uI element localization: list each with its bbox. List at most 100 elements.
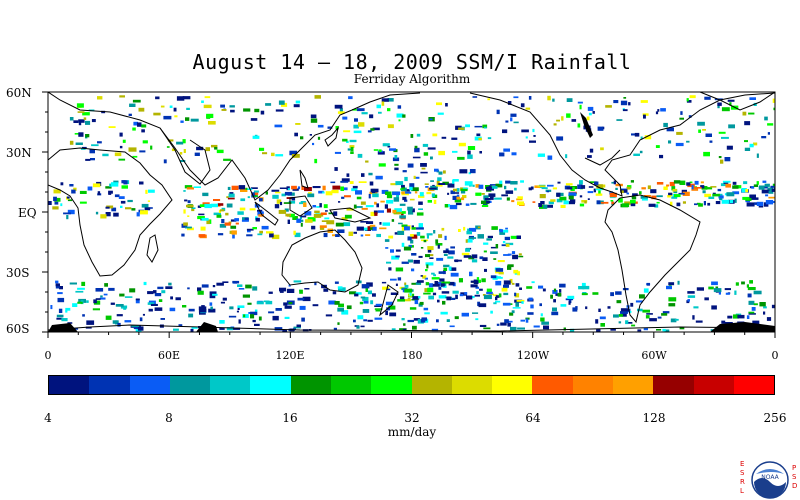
rain-cell bbox=[370, 128, 375, 131]
colorbar-label-8: 8 bbox=[165, 411, 173, 425]
rain-cell bbox=[374, 212, 378, 216]
rain-cell bbox=[332, 185, 341, 190]
rain-cell bbox=[486, 200, 490, 204]
rain-cell bbox=[58, 308, 63, 313]
rain-cell bbox=[168, 282, 172, 286]
coastline-eurasia bbox=[48, 92, 421, 201]
rain-cell bbox=[216, 282, 224, 286]
rain-cell bbox=[577, 101, 583, 104]
rain-cell bbox=[458, 229, 461, 232]
rain-cell bbox=[389, 148, 397, 151]
rain-cell bbox=[226, 196, 229, 199]
rain-cell bbox=[77, 287, 85, 290]
rain-cell bbox=[746, 284, 749, 288]
rain-cell bbox=[182, 305, 187, 308]
rain-cell bbox=[605, 105, 612, 108]
rain-cell bbox=[109, 183, 112, 187]
rain-cell bbox=[712, 193, 720, 197]
rain-cell bbox=[411, 225, 414, 228]
rain-cell bbox=[337, 229, 345, 233]
rain-cell bbox=[252, 319, 256, 323]
rain-cell bbox=[651, 195, 657, 200]
rain-cell bbox=[210, 306, 213, 310]
rain-cell bbox=[380, 200, 385, 203]
noaa-emblem-icon: NOAA bbox=[751, 461, 789, 499]
rain-cell bbox=[361, 207, 368, 210]
rain-cell bbox=[420, 318, 426, 323]
rain-cell bbox=[754, 202, 757, 205]
rain-cell bbox=[416, 280, 424, 283]
colorbar-swatch-14 bbox=[612, 376, 654, 394]
rain-cell bbox=[509, 312, 514, 316]
rain-cell bbox=[513, 121, 519, 124]
rain-cell bbox=[525, 107, 531, 110]
rain-cell bbox=[360, 221, 369, 223]
rain-cell bbox=[505, 227, 508, 230]
rain-cell bbox=[300, 136, 304, 140]
rain-cell bbox=[275, 308, 282, 311]
rain-cell bbox=[397, 277, 402, 281]
rain-cell bbox=[530, 304, 534, 309]
rain-cell bbox=[190, 118, 199, 122]
rain-cell bbox=[186, 204, 194, 208]
rain-cell bbox=[360, 325, 365, 328]
rain-cell bbox=[252, 286, 258, 291]
rain-cell bbox=[314, 158, 318, 164]
rain-cell bbox=[730, 200, 734, 204]
rain-cell bbox=[216, 149, 224, 154]
rain-cell bbox=[355, 190, 362, 195]
rain-cell bbox=[460, 190, 466, 194]
rain-cell bbox=[499, 231, 506, 235]
rain-cell bbox=[479, 256, 484, 260]
rain-cell bbox=[409, 183, 415, 188]
rain-cell bbox=[219, 327, 225, 330]
rain-cell bbox=[439, 281, 444, 285]
rain-cell bbox=[334, 281, 339, 284]
rain-cell bbox=[67, 209, 75, 215]
rain-cell bbox=[559, 196, 567, 201]
rain-cell bbox=[462, 187, 469, 190]
rain-cell bbox=[185, 117, 190, 121]
rain-cell bbox=[483, 242, 489, 245]
rain-cell bbox=[214, 147, 218, 150]
rain-cell bbox=[300, 222, 303, 227]
rain-cell bbox=[220, 209, 225, 212]
rain-cell bbox=[187, 287, 190, 290]
rain-cell bbox=[552, 187, 557, 190]
rain-cell bbox=[99, 297, 106, 300]
rain-cell bbox=[746, 202, 755, 207]
rain-cell bbox=[278, 209, 287, 214]
rain-cell bbox=[73, 187, 77, 191]
rain-cell bbox=[772, 98, 775, 103]
rain-cell bbox=[747, 287, 756, 291]
rain-cell bbox=[642, 309, 650, 313]
rain-cell bbox=[459, 169, 468, 174]
rain-cell bbox=[468, 255, 475, 260]
coastline-north-america bbox=[469, 92, 775, 197]
rain-cell bbox=[517, 196, 523, 200]
rain-cell bbox=[371, 188, 376, 193]
rain-cell bbox=[568, 201, 575, 205]
rain-cell bbox=[395, 255, 400, 258]
rain-cell bbox=[513, 96, 519, 99]
rain-cell bbox=[464, 181, 473, 186]
rain-cell bbox=[211, 144, 218, 148]
rain-cell bbox=[620, 311, 628, 314]
rain-cell bbox=[545, 204, 553, 208]
rain-cell bbox=[60, 182, 64, 186]
rain-cell bbox=[630, 180, 634, 183]
rain-cell bbox=[722, 180, 731, 183]
rain-cell bbox=[403, 246, 412, 251]
rain-cell bbox=[269, 233, 274, 238]
rain-cell bbox=[381, 281, 387, 284]
rain-cell bbox=[401, 242, 405, 247]
rain-cell bbox=[411, 227, 416, 230]
rain-cell bbox=[95, 288, 104, 292]
rain-cell bbox=[610, 292, 614, 297]
rain-cell bbox=[752, 320, 760, 325]
rain-cell bbox=[115, 304, 124, 307]
rain-cell bbox=[565, 154, 568, 159]
rain-cell bbox=[711, 281, 718, 286]
rain-cell bbox=[415, 282, 422, 285]
rain-cell bbox=[427, 287, 434, 293]
